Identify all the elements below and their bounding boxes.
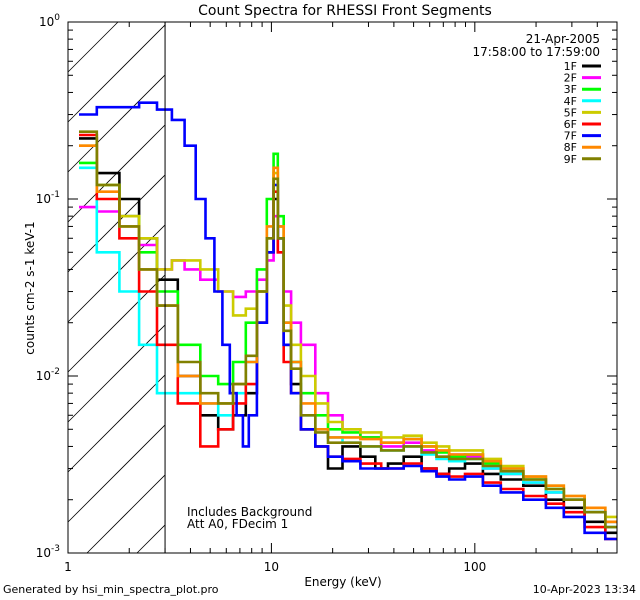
y-tick-label: 100 [39,13,60,29]
hatched-background-region [67,21,166,554]
legend: 21-Apr-2005 17:58:00 to 17:59:00 1F2F3F4… [473,32,601,166]
series-3f-line [79,152,617,524]
hatch-line [67,374,166,473]
y-axis-ticks: 10-3 10-2 10-1 100 [36,13,617,560]
chart-title: Count Spectra for RHESSI Front Segments [198,3,492,19]
series-9f-line [79,130,617,529]
legend-label-2f: 2F [564,72,577,85]
series-1f-line [79,137,617,535]
hatch-line [67,74,166,173]
legend-label-6f: 6F [564,118,577,131]
x-tick-label: 10 [264,560,279,574]
legend-time-range: 17:58:00 to 17:59:00 [473,45,600,59]
x-tick-label: 100 [463,560,486,574]
hatch-line [67,274,166,373]
legend-label-7f: 7F [564,130,577,143]
legend-label-4f: 4F [564,95,577,108]
footer-generated-by: Generated by hsi_min_spectra_plot.pro [3,583,219,596]
footer-timestamp: 10-Apr-2023 13:34 [532,583,636,596]
hatch-line [67,21,119,73]
y-axis-label: counts cm-2 s-1 keV-1 [23,221,37,354]
legend-label-1f: 1F [564,60,577,73]
x-axis-ticks: 1 10 100 [64,22,618,574]
annotation-background: Includes Background [187,505,312,519]
legend-date: 21-Apr-2005 [526,32,600,46]
series-8f-line [79,144,617,524]
legend-label-3f: 3F [564,83,577,96]
hatch-line [86,474,166,554]
plot-frame [67,21,618,554]
y-tick-label: 10-2 [36,367,60,383]
series-7f-line [79,101,617,541]
hatch-line [67,24,166,123]
y-tick-label: 10-3 [36,544,60,560]
annotation-attenuator: Att A0, FDecim 1 [187,517,288,531]
legend-label-5f: 5F [564,106,577,119]
legend-label-9f: 9F [564,153,577,166]
hatch-line [67,174,166,273]
series-layer [79,101,617,541]
hatch-line [136,524,166,554]
y-tick-label: 10-1 [36,190,60,206]
series-4f-line [79,166,617,529]
hatch-line [67,324,166,423]
series-2f-line [79,205,617,524]
legend-label-8f: 8F [564,141,577,154]
x-tick-label: 1 [64,560,72,574]
hatch-line [67,424,166,523]
hatch-line [67,224,166,323]
x-axis-label: Energy (keV) [304,575,381,589]
